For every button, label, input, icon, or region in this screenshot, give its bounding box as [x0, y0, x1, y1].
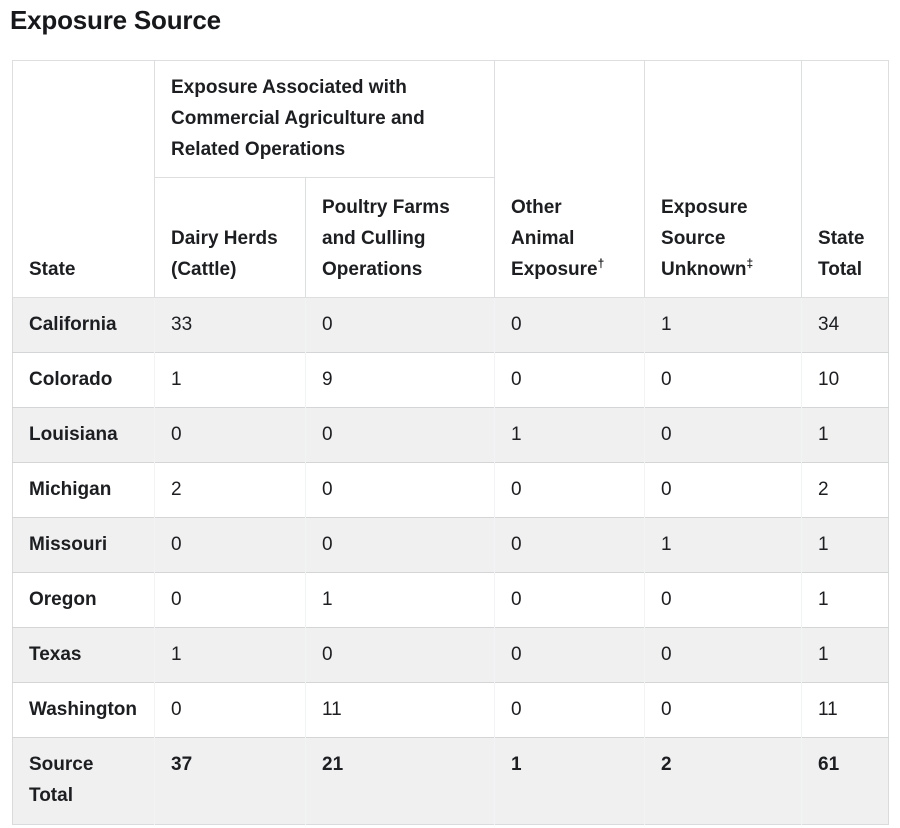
table-row-source-total: Source Total 37 21 1 2 61 [12, 737, 889, 825]
table-row-louisiana: Louisiana 0 0 1 0 1 [12, 407, 889, 463]
exposure-source-table: State Exposure Associated with Commercia… [12, 60, 890, 825]
dairy-value-cell: 0 [154, 572, 306, 628]
column-header-source-unknown-label: Exposure Source Unknown [661, 197, 748, 280]
poultry-value-cell: 9 [304, 352, 495, 408]
state-total-value-cell: 2 [801, 462, 889, 518]
poultry-value-cell: 0 [304, 407, 495, 463]
dairy-total-cell: 37 [154, 737, 306, 825]
other-animal-value-cell: 0 [494, 517, 645, 573]
page-title: Exposure Source [10, 5, 221, 35]
state-cell: California [12, 297, 155, 353]
other-animal-value-cell: 0 [494, 462, 645, 518]
state-cell: Oregon [12, 572, 155, 628]
dairy-value-cell: 1 [154, 352, 306, 408]
poultry-value-cell: 0 [304, 517, 495, 573]
source-unknown-value-cell: 0 [644, 627, 802, 683]
dairy-value-cell: 2 [154, 462, 306, 518]
poultry-total-cell: 21 [304, 737, 495, 825]
table-row-texas: Texas 1 0 0 0 1 [12, 627, 889, 683]
dairy-value-cell: 33 [154, 297, 306, 353]
poultry-value-cell: 0 [304, 462, 495, 518]
state-total-value-cell: 1 [801, 407, 889, 463]
poultry-value-cell: 1 [304, 572, 495, 628]
source-unknown-total-cell: 2 [644, 737, 802, 825]
poultry-value-cell: 0 [304, 297, 495, 353]
table-row-michigan: Michigan 2 0 0 0 2 [12, 462, 889, 518]
other-animal-value-cell: 0 [494, 682, 645, 738]
state-total-value-cell: 34 [801, 297, 889, 353]
column-header-other-animal: Other Animal Exposure† [494, 60, 646, 298]
source-unknown-value-cell: 0 [644, 682, 802, 738]
column-header-state: State [12, 60, 155, 298]
source-unknown-value-cell: 0 [644, 352, 802, 408]
table-row-washington: Washington 0 11 0 0 11 [12, 682, 889, 738]
other-animal-value-cell: 0 [494, 572, 645, 628]
state-cell: Texas [12, 627, 155, 683]
table-row-missouri: Missouri 0 0 0 1 1 [12, 517, 889, 573]
column-header-other-animal-label: Other Animal Exposure [511, 197, 598, 280]
dairy-value-cell: 0 [154, 407, 306, 463]
state-total-total-cell: 61 [801, 737, 889, 825]
source-unknown-value-cell: 0 [644, 407, 802, 463]
other-animal-value-cell: 0 [494, 352, 645, 408]
table-row-california: California 33 0 0 1 34 [12, 297, 889, 353]
state-total-value-cell: 11 [801, 682, 889, 738]
state-total-value-cell: 1 [801, 517, 889, 573]
source-unknown-value-cell: 1 [644, 297, 802, 353]
double-dagger-footnote-mark: ‡ [746, 256, 754, 271]
column-header-dairy-herds: Dairy Herds (Cattle) [154, 177, 306, 298]
column-header-source-unknown: Exposure Source Unknown‡ [644, 60, 803, 298]
state-cell: Colorado [12, 352, 155, 408]
column-group-header: Exposure Associated with Commercial Agri… [153, 60, 496, 178]
table-body: California 33 0 0 1 34 Colorado 1 9 0 0 … [12, 297, 889, 825]
source-unknown-value-cell: 1 [644, 517, 802, 573]
poultry-value-cell: 11 [304, 682, 495, 738]
state-total-value-cell: 1 [801, 572, 889, 628]
header-row-group: State Exposure Associated with Commercia… [12, 60, 890, 298]
state-cell: Washington [12, 682, 155, 738]
total-label-cell: Source Total [12, 737, 155, 825]
column-header-state-total: State Total [801, 60, 890, 298]
state-cell: Missouri [12, 517, 155, 573]
dairy-value-cell: 0 [154, 682, 306, 738]
dagger-footnote-mark: † [597, 256, 605, 271]
dairy-value-cell: 0 [154, 517, 306, 573]
header-row-subcolumns: Dairy Herds (Cattle) Poultry Farms and C… [13, 177, 889, 298]
source-unknown-value-cell: 0 [644, 462, 802, 518]
table-row-colorado: Colorado 1 9 0 0 10 [12, 352, 889, 408]
other-animal-value-cell: 0 [494, 627, 645, 683]
table-row-oregon: Oregon 0 1 0 0 1 [12, 572, 889, 628]
state-total-value-cell: 10 [801, 352, 889, 408]
column-header-poultry-farms: Poultry Farms and Culling Operations [304, 177, 496, 298]
other-animal-value-cell: 1 [494, 407, 645, 463]
state-total-value-cell: 1 [801, 627, 889, 683]
other-animal-value-cell: 0 [494, 297, 645, 353]
table-header: State Exposure Associated with Commercia… [12, 60, 890, 298]
state-cell: Louisiana [12, 407, 155, 463]
poultry-value-cell: 0 [304, 627, 495, 683]
other-animal-total-cell: 1 [494, 737, 645, 825]
dairy-value-cell: 1 [154, 627, 306, 683]
source-unknown-value-cell: 0 [644, 572, 802, 628]
state-cell: Michigan [12, 462, 155, 518]
